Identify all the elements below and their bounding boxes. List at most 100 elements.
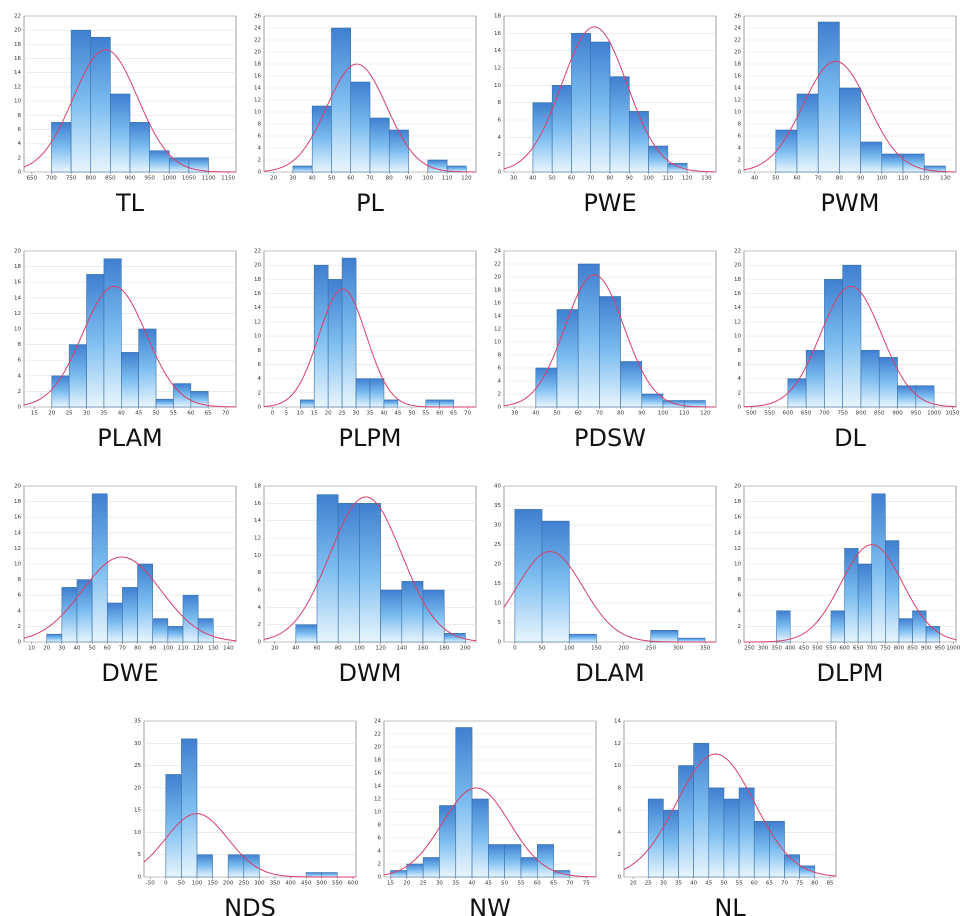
y-tick-label: 20 — [374, 745, 381, 751]
x-tick-label: 350 — [270, 881, 281, 887]
y-tick-label: 16 — [254, 291, 261, 297]
y-tick-label: 20 — [14, 249, 21, 255]
x-tick-label: 100 — [564, 646, 575, 652]
normal-curve — [263, 288, 476, 408]
x-tick-label: 100 — [163, 646, 174, 652]
y-tick-label: 16 — [494, 301, 501, 307]
normal-curve — [263, 496, 477, 642]
x-tick-label: 100 — [877, 176, 888, 182]
bar — [535, 367, 558, 408]
x-tick-label: 100 — [423, 176, 434, 182]
x-tick-label: 900 — [125, 176, 136, 182]
y-tick-label: 22 — [14, 14, 21, 20]
bar — [860, 141, 883, 173]
bar — [350, 81, 371, 173]
x-tick-label: 160 — [418, 646, 429, 652]
y-tick-label: 8 — [18, 577, 22, 583]
x-tick-label: 80 — [811, 881, 818, 887]
x-tick-label: 50 — [772, 176, 779, 182]
bar — [337, 503, 360, 643]
x-tick-label: 70 — [815, 176, 822, 182]
x-tick-label: 70 — [596, 411, 603, 417]
y-tick-label: 2 — [498, 392, 502, 398]
bar — [590, 41, 611, 173]
x-tick-label: 850 — [105, 176, 116, 182]
bar — [912, 610, 927, 643]
bar — [857, 563, 873, 643]
y-tick-label: 4 — [258, 376, 262, 382]
bar — [190, 391, 209, 408]
y-tick-label: 10 — [734, 562, 741, 568]
bar — [197, 618, 214, 643]
y-tick-label: 10 — [254, 110, 261, 116]
y-tick-label: 20 — [14, 28, 21, 34]
bar — [871, 493, 886, 643]
y-tick-label: 12 — [734, 546, 741, 552]
y-tick-label: 14 — [254, 86, 261, 92]
y-tick-label: 5 — [138, 852, 142, 858]
x-tick-label: 75 — [583, 881, 590, 887]
x-tick-label: 140 — [223, 646, 234, 652]
y-tick-label: 16 — [734, 515, 741, 521]
normal-curve — [263, 63, 477, 173]
bar — [311, 105, 332, 173]
y-tick-label: 4 — [18, 608, 22, 614]
x-tick-label: 50 — [501, 881, 508, 887]
x-tick-label: 40 — [118, 411, 125, 417]
x-tick-label: 0 — [164, 881, 168, 887]
y-tick-label: 10 — [14, 99, 21, 105]
bar — [647, 798, 664, 878]
chart-title: DLPM — [816, 659, 883, 687]
y-tick-label: 40 — [494, 484, 501, 490]
x-tick-label: 130 — [701, 176, 712, 182]
y-tick-label: 4 — [738, 608, 742, 614]
y-tick-label: 2 — [738, 624, 742, 630]
y-tick-label: 16 — [494, 31, 501, 37]
x-tick-label: 250 — [744, 646, 755, 652]
bar — [401, 581, 424, 643]
x-tick-label: 65 — [766, 881, 773, 887]
bar — [784, 854, 800, 878]
x-tick-label: 40 — [529, 176, 536, 182]
y-tick-label: 8 — [498, 353, 502, 359]
x-tick-label: 30 — [58, 646, 65, 652]
y-tick-label: 2 — [258, 158, 262, 164]
x-tick-label: 30 — [289, 176, 296, 182]
x-tick-label: 35 — [675, 881, 682, 887]
x-tick-label: 110 — [663, 176, 674, 182]
x-tick-label: 600 — [348, 881, 359, 887]
x-tick-label: 800 — [856, 411, 867, 417]
x-tick-label: 60 — [568, 176, 575, 182]
y-tick-label: 6 — [738, 134, 742, 140]
x-tick-label: 1050 — [945, 411, 959, 417]
bar — [536, 844, 554, 878]
y-tick-label: 20 — [254, 263, 261, 269]
x-tick-label: 200 — [460, 646, 471, 652]
x-tick-label: 60 — [575, 411, 582, 417]
chart-title: TL — [115, 189, 145, 217]
x-tick-label: 120 — [375, 646, 386, 652]
bar — [455, 727, 473, 878]
x-tick-label: 100 — [643, 176, 654, 182]
chart-title: PL — [356, 189, 384, 217]
bar — [380, 589, 403, 643]
bar — [514, 509, 543, 643]
chart-title: DLAM — [575, 659, 645, 687]
bar — [667, 163, 688, 173]
x-tick-label: 60 — [436, 411, 443, 417]
y-tick-label: 4 — [18, 373, 22, 379]
y-tick-label: 0 — [18, 405, 22, 411]
y-tick-label: 18 — [254, 484, 261, 490]
chart-panel: 0 2 4 6 8 10 12 14 16 18 20 40 60 80 100 120 140 160 180 20… — [254, 484, 477, 687]
x-tick-label: 40 — [74, 646, 81, 652]
x-tick-label: 0 — [271, 411, 275, 417]
bar — [51, 375, 70, 408]
y-tick-label: 18 — [494, 288, 501, 294]
y-tick-label: 12 — [374, 797, 381, 803]
x-tick-label: 850 — [907, 646, 918, 652]
y-tick-label: 10 — [614, 763, 621, 769]
x-tick-label: 45 — [485, 881, 492, 887]
y-tick-label: 24 — [494, 249, 501, 255]
normal-curve — [143, 813, 356, 878]
